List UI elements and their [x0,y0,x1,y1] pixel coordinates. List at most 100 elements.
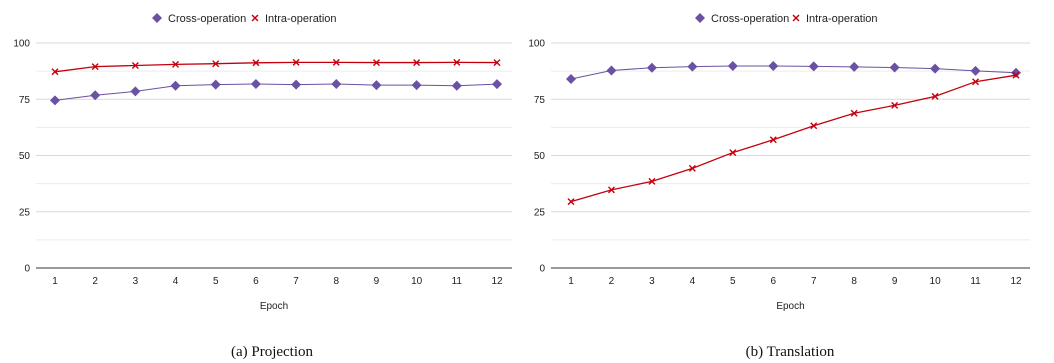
intra-operation-line [570,74,1017,203]
intra-operation-point [931,92,939,100]
x-tick-label: 4 [690,276,696,287]
intra-operation-point [769,136,777,144]
x-tick-label: 7 [293,276,299,287]
x-tick-label: 3 [133,276,139,287]
x-marker-stroke [251,14,259,22]
intra-operation-point [131,62,139,69]
x-marker-stroke [850,109,858,117]
cross-operation-point [930,63,941,74]
x-tick-label: 6 [253,276,259,287]
cross-operation-series [50,78,502,106]
intra-operation-point [252,59,260,67]
cross-operation-line [570,65,1017,80]
legend-cross-marker [152,13,162,23]
x-marker-stroke [292,58,300,66]
x-axis-title: Epoch [260,301,288,312]
gridlines [36,42,512,241]
x-tick-label: 9 [892,276,898,287]
cross-operation-point [492,79,502,90]
x-marker-stroke [769,136,777,144]
cross-operation-point [291,79,302,90]
cross-operation-point [371,80,382,91]
intra-operation-point [1012,71,1020,79]
x-marker-stroke [131,62,139,69]
gridlines [551,42,1030,241]
y-tick-label: 100 [13,39,30,50]
x-marker-stroke [252,59,260,67]
cross-operation-line [54,83,498,101]
x-marker-stroke [648,177,656,185]
legend-intra-marker [792,14,800,22]
cross-operation-series [566,60,1021,84]
intra-operation-point [292,58,300,66]
intra-operation-series [51,58,501,76]
x-tick-label: 8 [851,276,857,287]
x-marker-stroke [688,164,696,172]
cross-operation-point [130,86,141,97]
x-tick-label: 11 [970,276,981,287]
x-tick-label: 6 [770,276,776,287]
x-tick-label: 5 [213,276,219,287]
cross-operation-point [90,90,101,101]
cross-operation-point [849,61,860,72]
x-marker-stroke [212,60,220,68]
x-marker-stroke [372,59,380,67]
intra-operation-point [810,122,818,130]
x-marker-stroke [972,78,980,86]
intra-operation-point [91,63,99,71]
y-tick-label: 75 [534,95,546,106]
intra-operation-point [891,101,899,109]
y-tick-label: 0 [539,264,545,275]
y-tick-label: 25 [19,207,31,218]
cross-operation-point [451,80,462,91]
legend-cross-label: Cross-operation [711,13,789,25]
x-tick-label: 2 [92,276,98,287]
intra-operation-point [972,78,980,86]
x-marker-stroke [493,59,501,67]
y-tick-label: 50 [19,151,31,162]
intra-operation-point [729,149,737,157]
x-tick-label: 12 [491,276,503,287]
legend-cross-label: Cross-operation [168,13,246,25]
legend-cross-marker [695,13,705,23]
x-tick-label: 12 [1010,276,1022,287]
x-tick-label: 3 [649,276,655,287]
intra-operation-line [54,61,498,73]
x-tick-label: 10 [411,276,423,287]
cross-operation-point [411,80,422,91]
x-tick-label: 8 [333,276,339,287]
x-marker-stroke [810,122,818,130]
cross-operation-point [889,62,900,73]
cross-operation-point [808,61,819,72]
intra-operation-point [372,59,380,67]
cross-operation-point [646,62,657,73]
cross-operation-point [768,60,779,71]
x-tick-label: 11 [452,276,463,287]
cross-operation-point [727,60,738,71]
x-marker-stroke [453,58,461,66]
x-tick-label: 1 [568,276,574,287]
cross-operation-point [566,74,576,84]
intra-operation-series [567,71,1020,206]
y-tick-label: 50 [534,151,546,162]
intra-operation-point [413,59,421,67]
figure-caption: (b) Translation [746,344,835,360]
legend-intra-marker [251,14,259,22]
x-marker-stroke [792,14,800,22]
x-marker-stroke [172,60,180,68]
figure-caption: (a) Projection [231,344,314,360]
cross-operation-point [170,80,181,91]
intra-operation-point [453,58,461,66]
legend: Cross-operation Intra-operation [695,13,878,25]
x-tick-label: 7 [811,276,817,287]
x-tick-label: 9 [374,276,380,287]
intra-operation-point [493,59,501,67]
y-tick-label: 0 [24,264,30,275]
x-tick-label: 4 [173,276,179,287]
x-tick-label: 5 [730,276,736,287]
intra-operation-point [172,60,180,68]
cross-operation-point [331,78,342,89]
intra-operation-point [607,186,615,194]
